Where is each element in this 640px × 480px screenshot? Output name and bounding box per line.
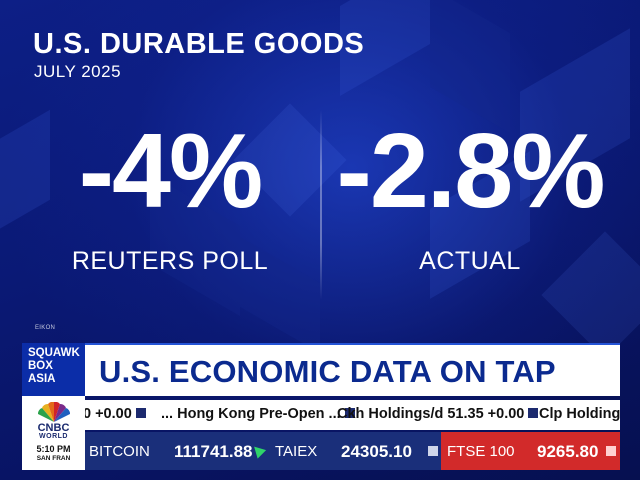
graphic-title: U.S. DURABLE GOODS (33, 28, 365, 60)
graphic-subtitle: JULY 2025 (34, 62, 122, 81)
ticker-item: Ckh Holdings/d 51.35 +0.00 (337, 406, 539, 422)
stock-ticker-top: 0 +0.00 ... Hong Kong Pre-Open ... Ckh H… (85, 400, 620, 430)
ticker-separator-icon (135, 408, 146, 418)
down-highlight (441, 432, 620, 470)
ticker-label: BITCOIN (89, 443, 150, 460)
show-name-line: SQUAWK (28, 347, 80, 359)
network-brand: CNBC (37, 422, 70, 434)
center-divider (320, 110, 322, 300)
source-tag: EIKON (35, 325, 56, 331)
ticker-item: Clp Holdings/ (539, 406, 620, 422)
ticker-separator-icon (528, 408, 539, 418)
actual-value: -2.8% (336, 112, 606, 230)
ticker-item: 0 +0.00 (85, 406, 146, 422)
show-name-line: BOX (28, 360, 53, 372)
local-time: 5:10 PM (36, 444, 71, 454)
ticker-item: ... Hong Kong Pre-Open ... (161, 406, 355, 422)
headline-text: U.S. ECONOMIC DATA ON TAP (99, 354, 556, 389)
background-cube (0, 109, 50, 241)
forecast-caption: REUTERS POLL (71, 247, 269, 275)
network-logo-box: CNBC WORLD 5:10 PM SAN FRAN (22, 396, 85, 470)
headline-bar: U.S. ECONOMIC DATA ON TAP (85, 343, 620, 396)
ticker-value: 9265.80 (537, 442, 599, 461)
local-city: SAN FRAN (36, 455, 71, 462)
peacock-logo-icon (38, 402, 70, 422)
actual-caption: ACTUAL (419, 247, 521, 275)
ticker-label: FTSE 100 (447, 443, 515, 460)
show-name-box: SQUAWK BOX ASIA (22, 343, 85, 396)
unchanged-indicator-icon (428, 446, 438, 456)
forecast-value: -4% (78, 112, 264, 230)
market-ticker-bottom: BITCOIN 111741.88 TAIEX 24305.10 FTSE 10… (85, 432, 620, 470)
show-name-line: ASIA (28, 373, 56, 385)
ticker-separator-icon (344, 408, 355, 418)
ticker-label: TAIEX (275, 443, 318, 460)
ticker-value: 111741.88 (174, 442, 253, 461)
network-region: WORLD (39, 433, 68, 440)
ticker-value: 24305.10 (341, 442, 412, 461)
down-indicator-icon (606, 446, 616, 456)
